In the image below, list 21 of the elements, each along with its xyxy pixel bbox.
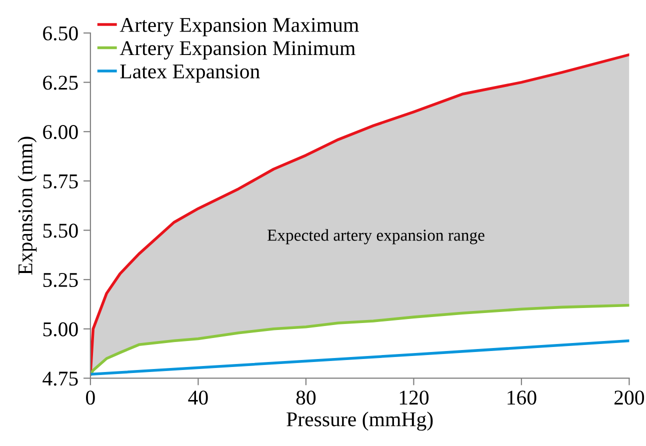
y-axis-title: Expansion (mm) (18, 136, 37, 275)
line-series (90, 304, 630, 376)
x-tick-label: 80 (296, 390, 316, 405)
y-tick-label: 6.25 (43, 76, 78, 90)
y-tick-label: 6.50 (43, 26, 78, 41)
y-tick-label: 6.00 (43, 125, 78, 140)
x-axis-title: Pressure (mmHg) (286, 412, 433, 431)
y-tick-label: 5.25 (43, 273, 78, 288)
x-tick-label: 160 (508, 390, 536, 405)
legend-label: Artery Expansion Maximum (120, 18, 359, 36)
x-tick-label: 0 (86, 390, 95, 405)
x-tick-label: 40 (188, 390, 208, 405)
annotation: Expected artery expansion range (267, 229, 484, 244)
x-tick-label: 120 (400, 390, 429, 405)
x-tick-label: 200 (614, 390, 644, 405)
legend-label: Artery Expansion Minimum (120, 41, 356, 60)
y-tick-label: 5.50 (43, 224, 78, 238)
y-tick-label: 4.75 (42, 372, 78, 386)
legend-label: Latex Expansion (120, 64, 260, 83)
y-tick-label: 5.00 (43, 322, 78, 336)
y-tick-label: 5.75 (43, 174, 78, 188)
